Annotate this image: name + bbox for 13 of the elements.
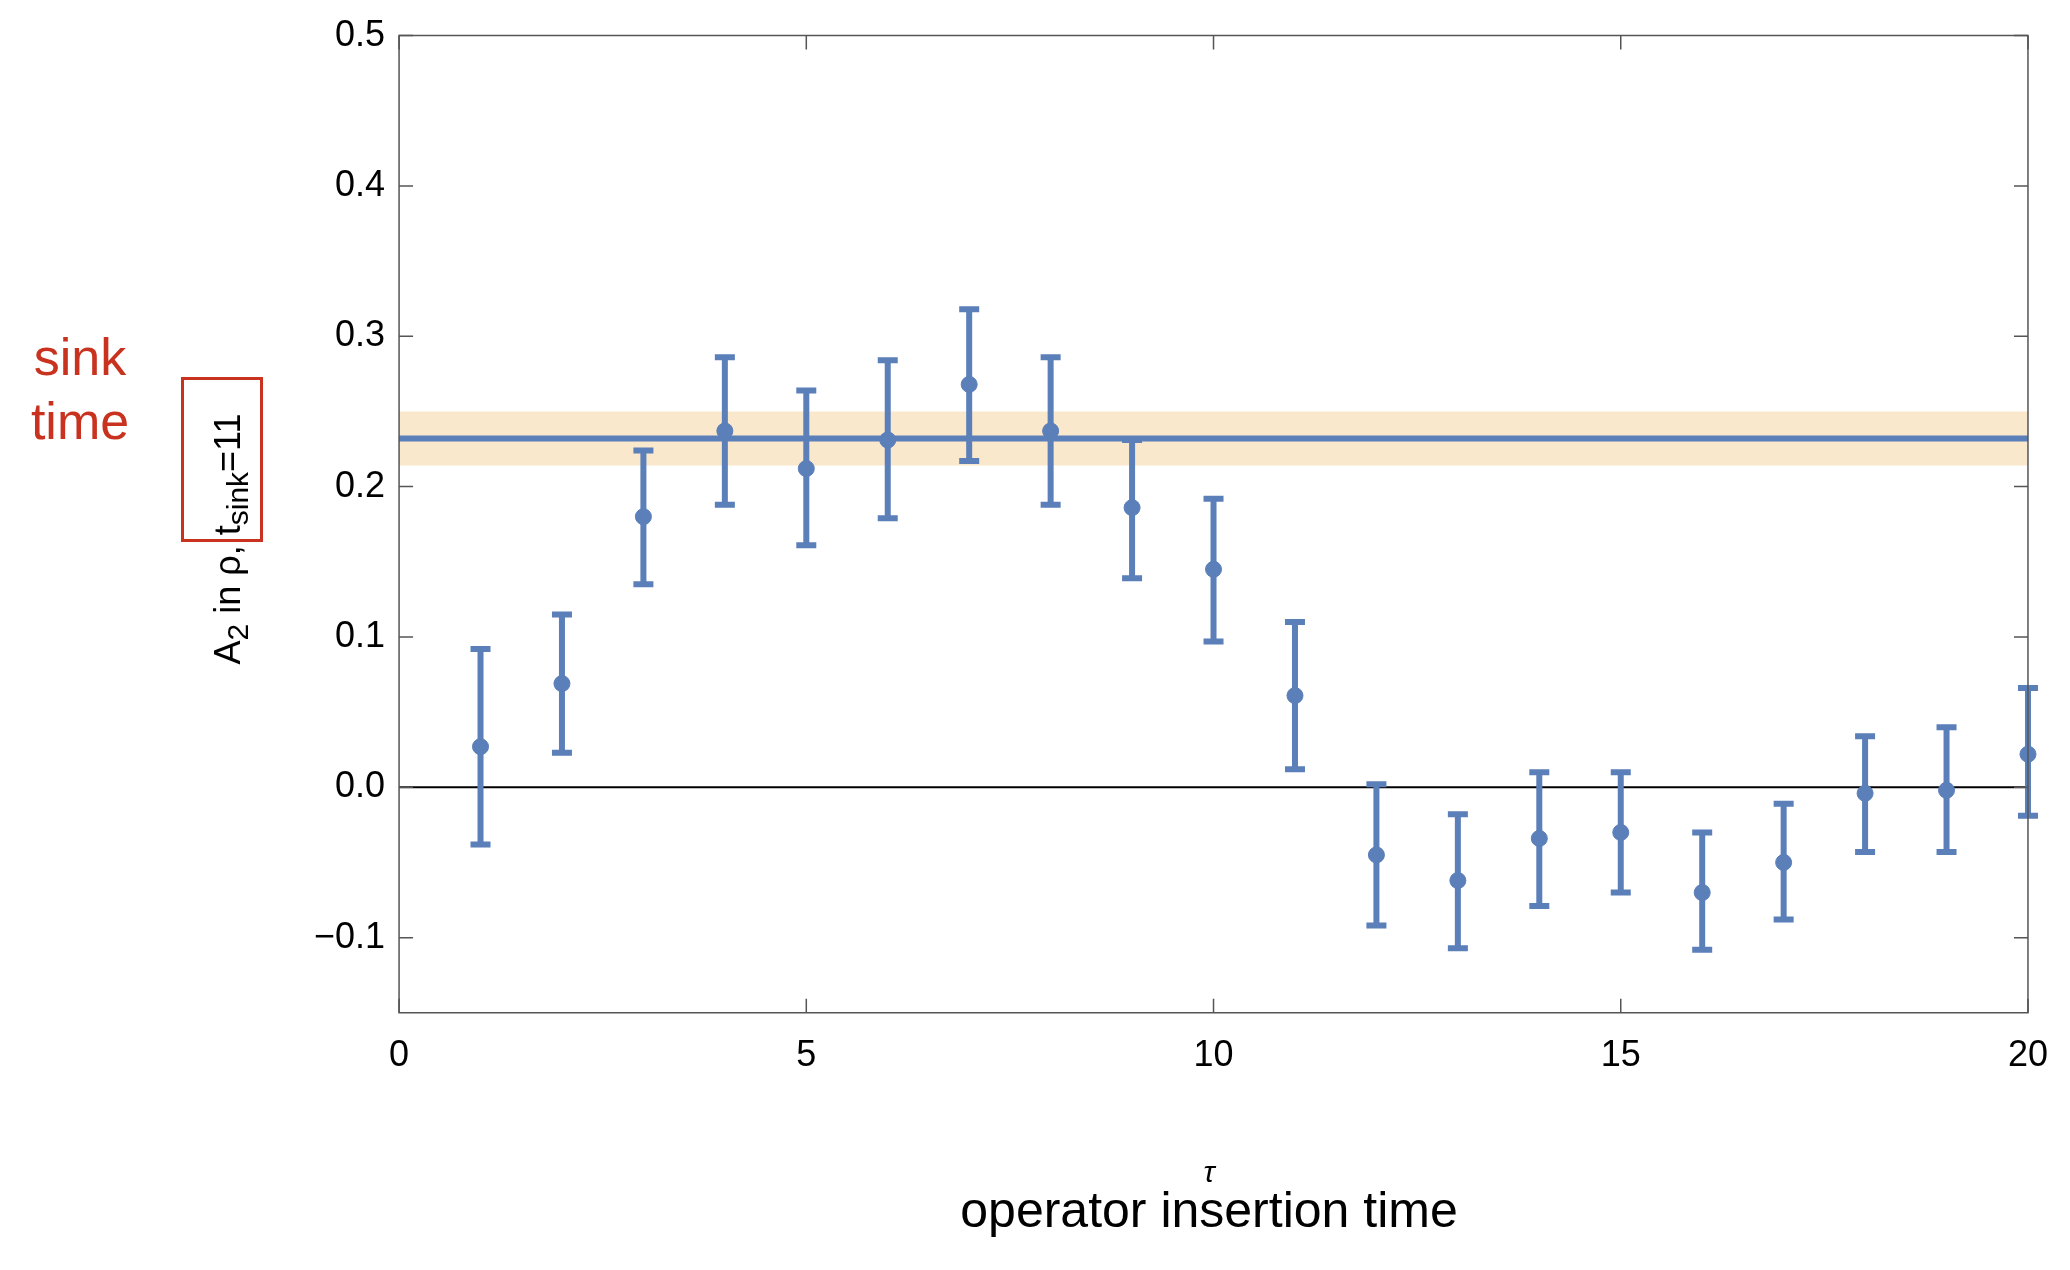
y-tick-label: 0.2: [335, 463, 386, 505]
x-tick-label: 10: [1193, 1033, 1234, 1075]
y-tick-label: 0.3: [335, 313, 386, 355]
x-tick-label: 20: [2007, 1033, 2048, 1075]
y-tick-label: −0.1: [313, 914, 386, 956]
x-tick-label: 15: [1600, 1033, 1641, 1075]
y-tick-label: 0.5: [335, 12, 386, 54]
y-tick-label: 0.4: [335, 162, 386, 204]
x-tick-label: 5: [796, 1033, 817, 1075]
x-tick-label: 0: [389, 1033, 410, 1075]
text: sink time: [29, 327, 131, 452]
y-tick-label: 0.0: [335, 764, 386, 806]
y-tick-label: 0.1: [335, 613, 386, 655]
